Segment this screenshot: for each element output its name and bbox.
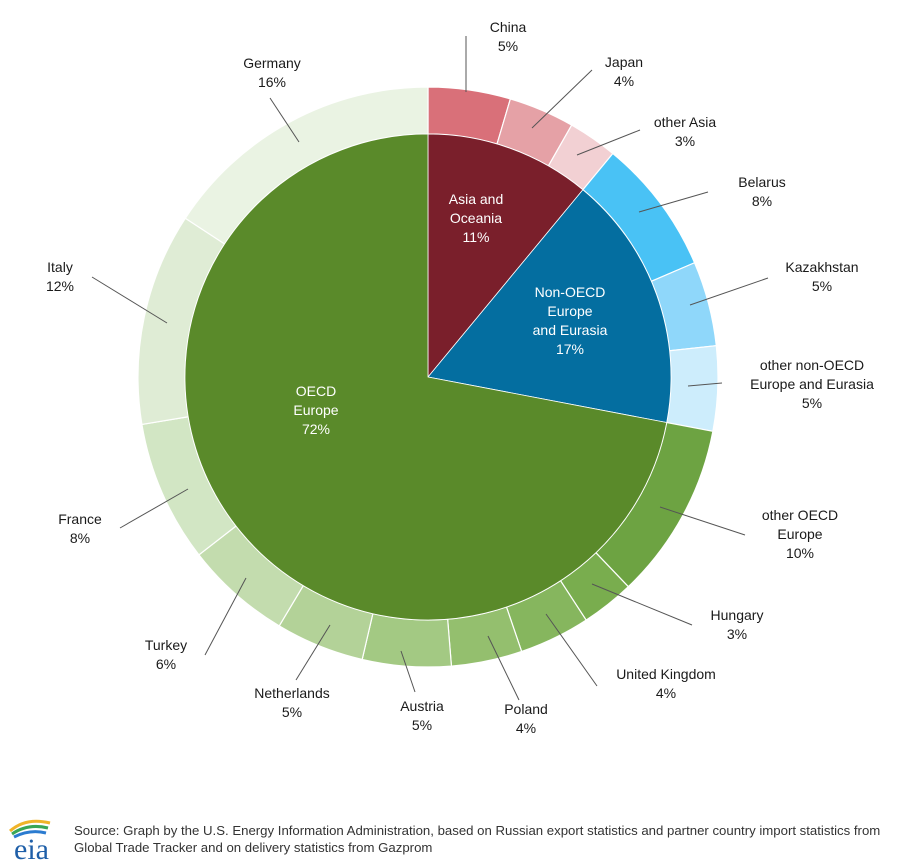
leader-line-other-non-oecd (687, 382, 723, 387)
outer-label-belarus: Belarus 8% (738, 174, 785, 209)
outer-label-line: 8% (70, 530, 90, 546)
outer-label-line: 5% (412, 717, 432, 733)
outer-label-line: 4% (614, 73, 634, 89)
inner-label-line: 11% (463, 229, 490, 245)
outer-label-line: Poland (504, 701, 548, 717)
inner-labels: Asia and Oceania 11% Non-OECD Europe and Eura… (293, 191, 607, 437)
outer-label-line: 5% (498, 38, 518, 54)
source-note: Source: Graph by the U.S. Energy Informa… (74, 823, 881, 855)
outer-labels: China 5% Japan 4% other Asia 3% Belarus 8% Kazak… (46, 19, 874, 736)
outer-label-other-asia: other Asia 3% (654, 114, 716, 149)
outer-label-line: other non-OECD (760, 357, 864, 373)
outer-ring (137, 86, 719, 668)
leader-line-germany (269, 97, 300, 143)
outer-label-line: United Kingdom (616, 666, 716, 682)
outer-label-line: 3% (727, 626, 747, 642)
leader-line-other-asia (576, 129, 641, 156)
leader-line-turkey (204, 577, 247, 656)
outer-label-line: Belarus (738, 174, 785, 190)
outer-label-line: 16% (258, 74, 286, 90)
outer-label-china: China 5% (490, 19, 527, 54)
leader-line-italy (91, 276, 168, 324)
outer-label-line: Austria (400, 698, 444, 714)
inner-label-line: 17% (556, 341, 584, 357)
leader-line-france (119, 488, 189, 529)
outer-label-netherlands: Netherlands 5% (254, 685, 330, 720)
leader-line-kazakhstan (689, 277, 769, 306)
slice-oecd-europe (184, 133, 668, 621)
leader-line-other-oecd (659, 506, 746, 536)
slice-non-oecd-europe (427, 189, 672, 424)
pie-chart: Asia and Oceania 11% Non-OECD Europe and Eura… (46, 19, 874, 736)
outer-label-line: Hungary (711, 607, 764, 623)
inner-label-line: Europe (547, 303, 592, 319)
leader-lines (91, 36, 769, 701)
outer-label-france: France 8% (58, 511, 102, 546)
footer: eia Source: Graph by the U.S. Energy Inf… (0, 805, 908, 866)
outer-label-poland: Poland 4% (504, 701, 548, 736)
outer-label-germany: Germany 16% (243, 55, 301, 90)
outer-label-italy: Italy 12% (46, 259, 74, 294)
outer-label-line: 4% (516, 720, 536, 736)
leader-line-netherlands (295, 624, 331, 681)
ring-other-non-oecd-europe-and-eurasia (665, 345, 719, 433)
outer-label-japan: Japan 4% (605, 54, 643, 89)
outer-label-other-oecd-europe: other OECD Europe 10% (762, 507, 838, 561)
outer-label-line: Germany (243, 55, 301, 71)
outer-label-line: 5% (802, 395, 822, 411)
inner-label-asia-and: Asia and Oceania 11% (449, 191, 503, 245)
outer-label-line: 5% (812, 278, 832, 294)
outer-label-other-non-oecd-europe-and-eurasia: other non-OECD Europe and Eurasia 5% (750, 357, 874, 411)
outer-label-line: Kazakhstan (785, 259, 858, 275)
outer-label-line: 4% (656, 685, 676, 701)
outer-label-line: Europe and Eurasia (750, 376, 874, 392)
outer-label-line: Italy (47, 259, 73, 275)
outer-label-kazakhstan: Kazakhstan 5% (785, 259, 858, 294)
outer-label-line: 12% (46, 278, 74, 294)
outer-label-line: Europe (777, 526, 822, 542)
inner-label-line: Asia and (449, 191, 503, 207)
leader-line-poland (487, 635, 520, 701)
outer-label-line: other Asia (654, 114, 716, 130)
inner-label-line: OECD (296, 383, 336, 399)
inner-label-line: 72% (302, 421, 330, 437)
inner-label-line: and Eurasia (533, 322, 608, 338)
outer-label-austria: Austria 5% (400, 698, 444, 733)
slice-asia-and-oceania (427, 133, 584, 379)
outer-label-united-kingdom: United Kingdom 4% (616, 666, 716, 701)
inner-pie (184, 133, 672, 621)
outer-label-line: other OECD (762, 507, 838, 523)
leader-line-united-kingdom (545, 613, 598, 687)
eia-logo-text: eia (14, 833, 49, 866)
outer-label-line: Turkey (145, 637, 187, 653)
outer-label-line: China (490, 19, 527, 35)
outer-label-line: 10% (786, 545, 814, 561)
inner-label-oecd: OECD Europe 72% (293, 383, 338, 437)
outer-label-line: 5% (282, 704, 302, 720)
outer-label-line: Netherlands (254, 685, 330, 701)
outer-label-line: 6% (156, 656, 176, 672)
outer-label-hungary: Hungary 3% (711, 607, 764, 642)
inner-label-line: Non-OECD (535, 284, 606, 300)
leader-line-japan (531, 69, 593, 129)
outer-label-line: France (58, 511, 102, 527)
leader-line-hungary (591, 583, 693, 626)
leader-line-belarus (638, 191, 709, 213)
inner-label-non-oecd: Non-OECD Europe and Eurasia 17% (533, 284, 608, 357)
ring-austria (361, 612, 453, 668)
outer-label-line: Japan (605, 54, 643, 70)
eia-logo: eia (6, 815, 66, 866)
inner-label-line: Europe (293, 402, 338, 418)
eia-logo-icon (9, 819, 51, 839)
inner-label-line: Oceania (450, 210, 502, 226)
leader-line-austria (400, 650, 416, 693)
outer-label-line: 8% (752, 193, 772, 209)
outer-label-line: 3% (675, 133, 695, 149)
outer-label-turkey: Turkey 6% (145, 637, 187, 672)
